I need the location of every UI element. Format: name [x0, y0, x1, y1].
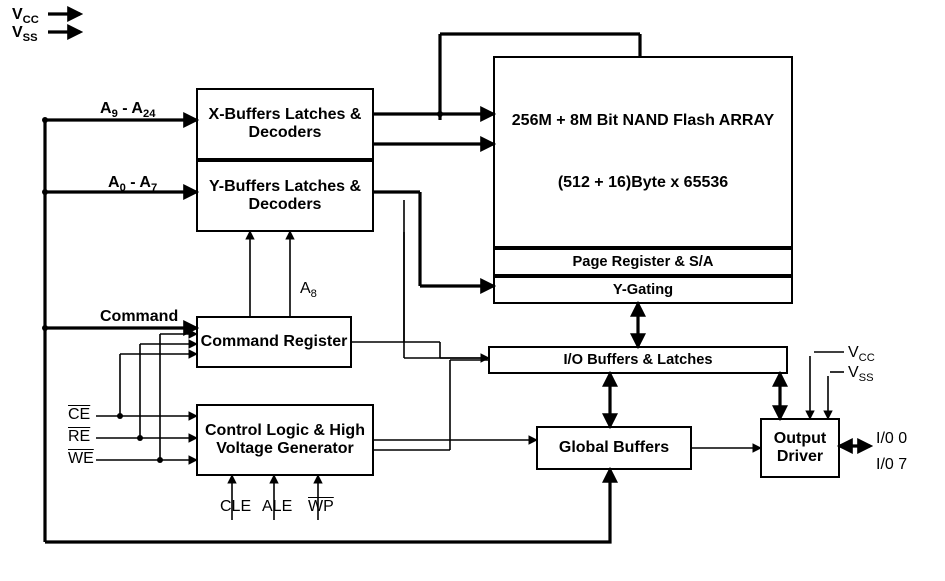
page-register-block: Page Register & S/A [493, 248, 793, 276]
global-buffers-block: Global Buffers [536, 426, 692, 470]
y-gating-block: Y-Gating [493, 276, 793, 304]
command-register-block: Command Register [196, 316, 352, 368]
vcc-right-label: VCC [848, 344, 875, 364]
nand-array-title: 256M + 8M Bit NAND Flash ARRAY [495, 112, 791, 130]
vss-right-label: VSS [848, 364, 874, 384]
cle-signal-label: CLE [220, 498, 251, 516]
output-driver-block: Output Driver [760, 418, 840, 478]
command-bus-label: Command [100, 308, 178, 326]
io7-label: I/0 7 [876, 456, 907, 474]
control-logic-block: Control Logic & High Voltage Generator [196, 404, 374, 476]
addr-bus-y-label: A0 - A7 [108, 174, 157, 194]
wp-signal-label: WP [308, 498, 334, 516]
ale-signal-label: ALE [262, 498, 292, 516]
nand-array-subtitle: (512 + 16)Byte x 65536 [495, 174, 791, 192]
re-signal-label: RE [68, 428, 90, 446]
nand-array-block: 256M + 8M Bit NAND Flash ARRAY (512 + 16… [493, 56, 793, 248]
io0-label: I/0 0 [876, 430, 907, 448]
y-buffers-block: Y-Buffers Latches & Decoders [196, 160, 374, 232]
addr-bus-x-label: A9 - A24 [100, 100, 155, 120]
x-buffers-block: X-Buffers Latches & Decoders [196, 88, 374, 160]
wiring-svg [0, 0, 945, 581]
vss-pin-label: VSS [12, 24, 38, 44]
io-buffers-block: I/O Buffers & Latches [488, 346, 788, 374]
addr-a8-label: A8 [300, 280, 317, 300]
ce-signal-label: CE [68, 406, 90, 424]
we-signal-label: WE [68, 450, 94, 468]
